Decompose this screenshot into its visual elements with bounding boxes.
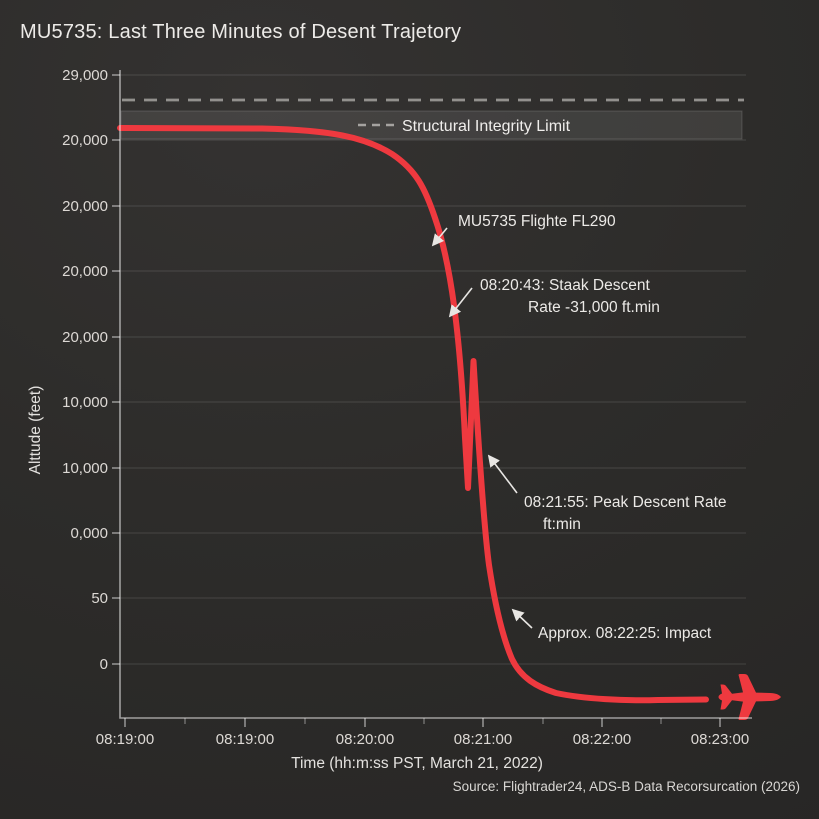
axis-spines	[119, 70, 752, 719]
y-axis-title: Alttude (feet)	[27, 386, 44, 475]
y-tick-label: 20,000	[62, 198, 108, 215]
x-tick-label: 08:23:00	[691, 731, 749, 748]
annotation-peak-rate-line2: ft:min	[543, 516, 581, 533]
annotation-arrow-steep-descent	[448, 287, 473, 318]
legend: Structural Integrity Limit	[120, 110, 743, 140]
annotation-peak-rate-line1: 08:21:55: Peak Descent Rate	[524, 494, 727, 511]
source-credit: Source: Flightrader24, ADS-B Data Recors…	[453, 779, 800, 794]
y-tick-label: 20,000	[62, 263, 108, 280]
x-axis-ticks	[124, 718, 721, 727]
y-tick-label: 0,000	[70, 525, 108, 542]
annotation-fl290: MU5735 Flighte FL290	[458, 213, 616, 230]
y-tick-label: 10,000	[62, 460, 108, 477]
x-tick-label: 08:22:00	[573, 731, 631, 748]
annotation-arrow-impact	[511, 608, 533, 629]
annotation-arrows	[431, 227, 533, 629]
legend-band	[120, 110, 743, 140]
annotation-impact: Approx. 08:22:25: Impact	[538, 625, 712, 642]
y-axis-labels: 29,000 20,000 20,000 20,000 20,000 10,00…	[62, 67, 108, 673]
y-tick-label: 29,000	[62, 67, 108, 84]
x-axis-labels: 08:19:00 08:19:00 08:20:00 08:21:00 08:2…	[96, 731, 749, 748]
y-tick-label: 10,000	[62, 394, 108, 411]
annotation-arrow-fl290	[431, 227, 448, 247]
y-tick-label: 20,000	[62, 329, 108, 346]
annotation-steep-descent-line2: Rate -31,000 ft.min	[528, 299, 660, 316]
legend-label: Structural Integrity Limit	[402, 118, 571, 135]
airplane-icon	[718, 674, 781, 720]
annotation-steep-descent-line1: 08:20:43: Staak Descent	[480, 277, 650, 294]
flight-path-line	[117, 125, 709, 704]
y-axis-ticks	[112, 74, 120, 665]
x-tick-label: 08:19:00	[96, 731, 154, 748]
x-axis-title: Time (hh:m:ss PST, March 21, 2022)	[291, 755, 543, 772]
y-tick-label: 0	[100, 656, 108, 673]
gridlines	[120, 74, 746, 665]
annotation-arrow-peak-rate	[487, 454, 518, 494]
x-tick-label: 08:20:00	[336, 731, 394, 748]
y-tick-label: 50	[91, 590, 108, 607]
x-tick-label: 08:19:00	[216, 731, 274, 748]
x-tick-label: 08:21:00	[454, 731, 512, 748]
chart-title: MU5735: Last Three Minutes of Desent Tra…	[20, 21, 461, 43]
annotations: MU5735 Flighte FL290 08:20:43: Staak Des…	[458, 213, 727, 642]
y-tick-label: 20,000	[62, 132, 108, 149]
